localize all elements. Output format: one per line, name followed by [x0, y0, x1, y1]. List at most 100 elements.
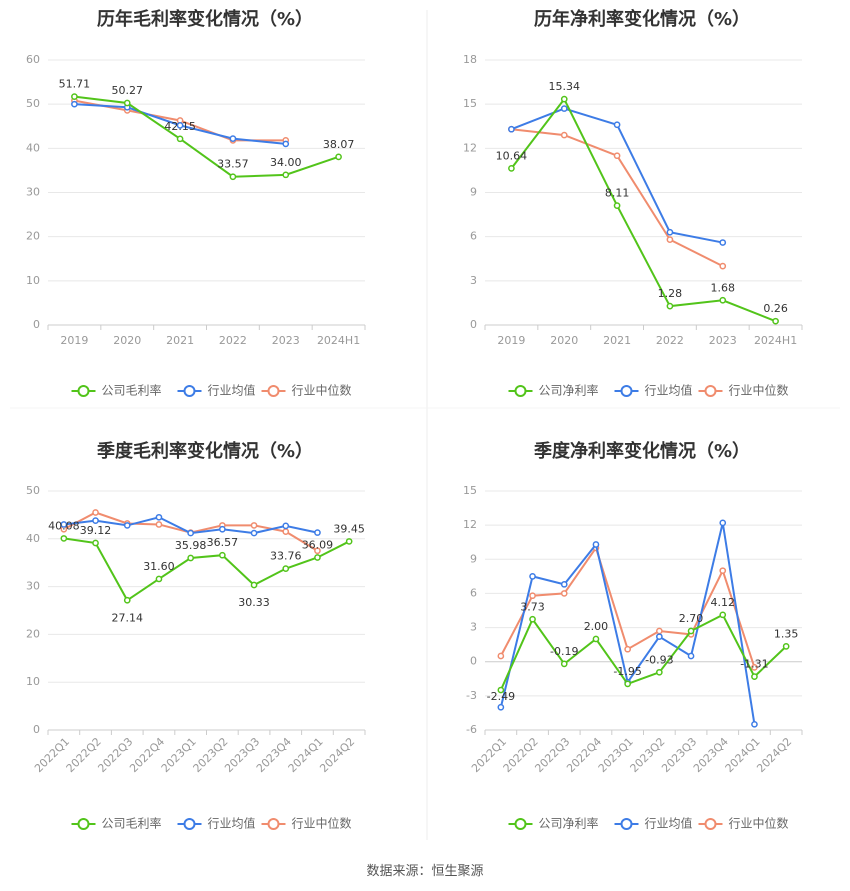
annual-net-margin-legend-marker[interactable]: [514, 385, 527, 397]
quarterly-net-margin-data-point-2: [529, 592, 536, 600]
annual-net-margin-data-label: 10.64: [496, 149, 528, 162]
quarterly-net-margin-data-point-0: [529, 615, 536, 623]
annual-net-margin-data-point-1: [666, 228, 674, 236]
annual-net-margin-series-line-1: [511, 107, 723, 244]
quarterly-gross-margin-legend-marker[interactable]: [77, 818, 90, 830]
annual-net-margin-data-point-1: [613, 121, 621, 129]
quarterly-net-margin-data-label: -1.95: [613, 665, 641, 678]
annual-net-margin-y-tick-label: 0: [470, 318, 477, 331]
annual-gross-margin-legend-marker[interactable]: [77, 385, 90, 397]
annual-gross-margin-data-point-0: [229, 173, 237, 181]
annual-gross-margin-data-point-0: [123, 99, 131, 107]
quarterly-net-margin-data-point-0: [656, 668, 663, 676]
quarterly-net-margin-legend-marker[interactable]: [704, 818, 717, 830]
quarterly-gross-margin-series-line-0: [63, 537, 350, 602]
annual-gross-margin-x-tick-label: 2020: [113, 334, 141, 347]
quarterly-gross-margin-data-label: 35.98: [175, 539, 207, 552]
annual-net-margin-data-point-0: [666, 302, 674, 310]
quarterly-gross-margin-legend-label[interactable]: 公司毛利率: [102, 816, 162, 831]
annual-net-margin-legend-label[interactable]: 公司净利率: [539, 383, 599, 398]
annual-net-margin-x-tick-label: 2021: [603, 334, 631, 347]
annual-gross-margin-legend-marker[interactable]: [267, 385, 280, 397]
quarterly-gross-margin-data-label: 36.57: [207, 536, 239, 549]
quarterly-gross-margin-data-point-0: [123, 596, 131, 604]
annual-net-margin-legend-marker[interactable]: [620, 385, 633, 397]
quarterly-gross-margin-data-point-1: [92, 517, 99, 524]
annual-gross-margin-data-point-0: [176, 135, 184, 143]
quarterly-gross-margin-data-label: 31.60: [143, 560, 175, 573]
annual-net-margin-data-label: 0.26: [763, 302, 788, 315]
quarterly-net-margin-legend-label[interactable]: 行业均值: [645, 816, 693, 831]
quarterly-net-margin-y-tick-label: 6: [470, 586, 477, 599]
quarterly-gross-margin-data-point-0: [282, 565, 290, 572]
quarterly-net-margin-legend-marker[interactable]: [514, 818, 527, 830]
quarterly-gross-margin-data-point-0: [60, 535, 68, 542]
quarterly-net-margin-data-point-1: [751, 720, 758, 728]
quarterly-gross-margin-data-point-0: [92, 539, 99, 547]
quarterly-net-margin-data-label: 1.35: [774, 627, 799, 640]
quarterly-net-margin-data-point-1: [560, 580, 568, 588]
quarterly-net-margin-title: 季度净利率变化情况（%）: [534, 440, 750, 462]
annual-net-margin-y-tick-label: 12: [463, 141, 477, 154]
quarterly-net-margin-legend-label[interactable]: 公司净利率: [539, 816, 599, 831]
annual-gross-margin-y-tick-label: 20: [26, 230, 40, 243]
annual-net-margin-data-label: 8.11: [605, 187, 630, 200]
annual-net-margin-data-label: 1.68: [711, 281, 736, 294]
annual-gross-margin-legend-label[interactable]: 行业均值: [208, 383, 256, 398]
quarterly-net-margin-data-point-0: [624, 680, 632, 688]
quarterly-gross-margin-data-point-1: [219, 525, 226, 533]
quarterly-gross-margin-data-label: 39.12: [80, 524, 112, 537]
annual-gross-margin-data-label: 42.15: [164, 120, 196, 133]
annual-net-margin-data-point-0: [772, 317, 779, 325]
annual-net-margin-data-label: 1.28: [658, 287, 683, 300]
annual-gross-margin-y-tick-label: 40: [26, 141, 40, 154]
annual-net-margin-x-tick-label: 2022: [656, 334, 684, 347]
quarterly-gross-margin-y-tick-label: 50: [26, 484, 40, 497]
annual-net-margin-x-tick-label: 2019: [497, 334, 525, 347]
annual-net-margin-legend-marker[interactable]: [704, 385, 717, 397]
quarterly-gross-margin-y-tick-label: 20: [26, 627, 40, 640]
annual-net-margin-legend-label[interactable]: 行业中位数: [729, 383, 789, 398]
quarterly-gross-margin-data-point-2: [155, 521, 163, 528]
quarterly-net-margin-data-point-0: [782, 643, 790, 650]
annual-net-margin-data-point-1: [719, 239, 727, 246]
quarterly-net-margin-data-point-1: [529, 573, 536, 580]
annual-gross-margin-legend-marker[interactable]: [183, 385, 196, 397]
quarterly-net-margin-y-tick-label: 3: [470, 621, 477, 634]
annual-net-margin-data-point-2: [719, 262, 727, 270]
quarterly-net-margin-data-point-2: [497, 652, 505, 660]
quarterly-gross-margin-data-label: 33.76: [270, 550, 302, 563]
annual-net-margin-data-point-0: [719, 296, 727, 304]
quarterly-gross-margin-legend-label[interactable]: 行业均值: [208, 816, 256, 831]
annual-gross-margin-x-tick-label: 2022: [219, 334, 247, 347]
annual-net-margin-legend-label[interactable]: 行业均值: [645, 383, 693, 398]
quarterly-gross-margin-data-point-1: [155, 513, 163, 521]
annual-gross-margin-legend-label[interactable]: 公司毛利率: [102, 383, 162, 398]
quarterly-net-margin-series-line-1: [499, 522, 756, 725]
quarterly-gross-margin-y-tick-label: 0: [33, 723, 40, 736]
annual-gross-margin-data-point-1: [229, 135, 237, 142]
quarterly-net-margin-data-label: -2.49: [487, 690, 515, 703]
annual-gross-margin-series-line-0: [74, 95, 339, 178]
annual-gross-margin-y-tick-label: 10: [26, 274, 40, 287]
quarterly-net-margin-legend-label[interactable]: 行业中位数: [729, 816, 789, 831]
quarterly-gross-margin-legend-marker[interactable]: [267, 818, 280, 830]
quarterly-gross-margin-data-point-0: [345, 538, 353, 545]
annual-gross-margin-legend-label[interactable]: 行业中位数: [292, 383, 352, 398]
quarterly-net-margin-data-point-1: [719, 519, 727, 527]
quarterly-net-margin-data-point-0: [687, 627, 695, 635]
annual-net-margin-y-tick-label: 18: [463, 53, 477, 66]
quarterly-net-margin-data-point-0: [719, 611, 727, 619]
annual-gross-margin-title: 历年毛利率变化情况（%）: [97, 8, 313, 30]
quarterly-net-margin-data-point-1: [687, 652, 695, 660]
quarterly-net-margin-y-tick-label: 15: [463, 484, 477, 497]
quarterly-gross-margin-legend-label[interactable]: 行业中位数: [292, 816, 352, 831]
annual-gross-margin-data-label: 51.71: [59, 78, 91, 91]
quarterly-net-margin-legend-marker[interactable]: [620, 818, 633, 830]
quarterly-gross-margin-legend-marker[interactable]: [183, 818, 196, 830]
quarterly-gross-margin-y-tick-label: 10: [26, 675, 40, 688]
annual-gross-margin-data-point-1: [282, 140, 290, 148]
quarterly-gross-margin-y-tick-label: 40: [26, 532, 40, 545]
annual-gross-margin-data-point-1: [71, 100, 78, 108]
